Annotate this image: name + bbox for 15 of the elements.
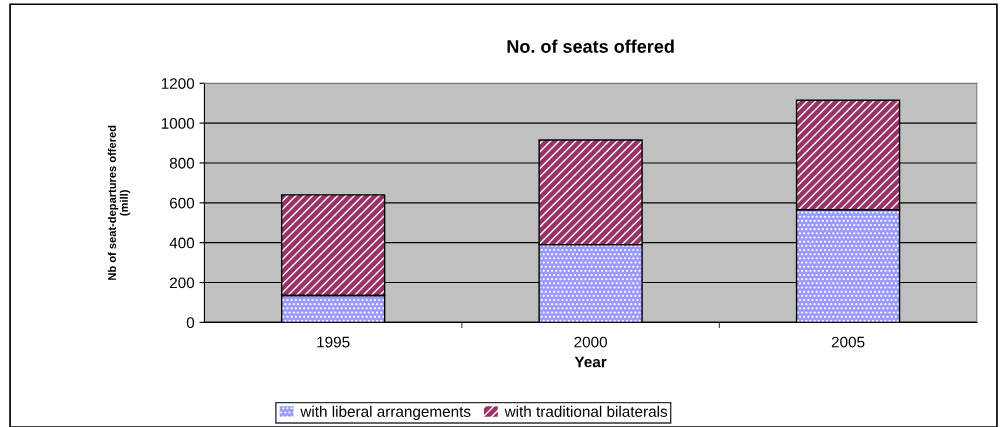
y-tick-label: 800 — [169, 157, 195, 169]
x-tick-label: 2005 — [831, 336, 865, 348]
y-tick-label: 1200 — [161, 78, 195, 89]
y-tick-label: 0 — [186, 317, 195, 329]
y-tick-label: 1000 — [161, 117, 195, 129]
y-tick-label: 200 — [169, 277, 195, 289]
x-axis-title: Year — [574, 356, 607, 368]
y-tick-label: 600 — [169, 197, 195, 209]
legend-label: with liberal arrangements — [300, 405, 471, 420]
y-axis-title: Nb of seat-departures offered (mill) — [107, 125, 131, 280]
chart-title: No. of seats offered — [507, 39, 674, 53]
x-tick-label: 1995 — [317, 336, 350, 348]
x-tick-label: 2000 — [574, 336, 607, 348]
legend-label: with traditional bilaterals — [504, 405, 668, 417]
y-tick-label: 400 — [169, 237, 195, 249]
